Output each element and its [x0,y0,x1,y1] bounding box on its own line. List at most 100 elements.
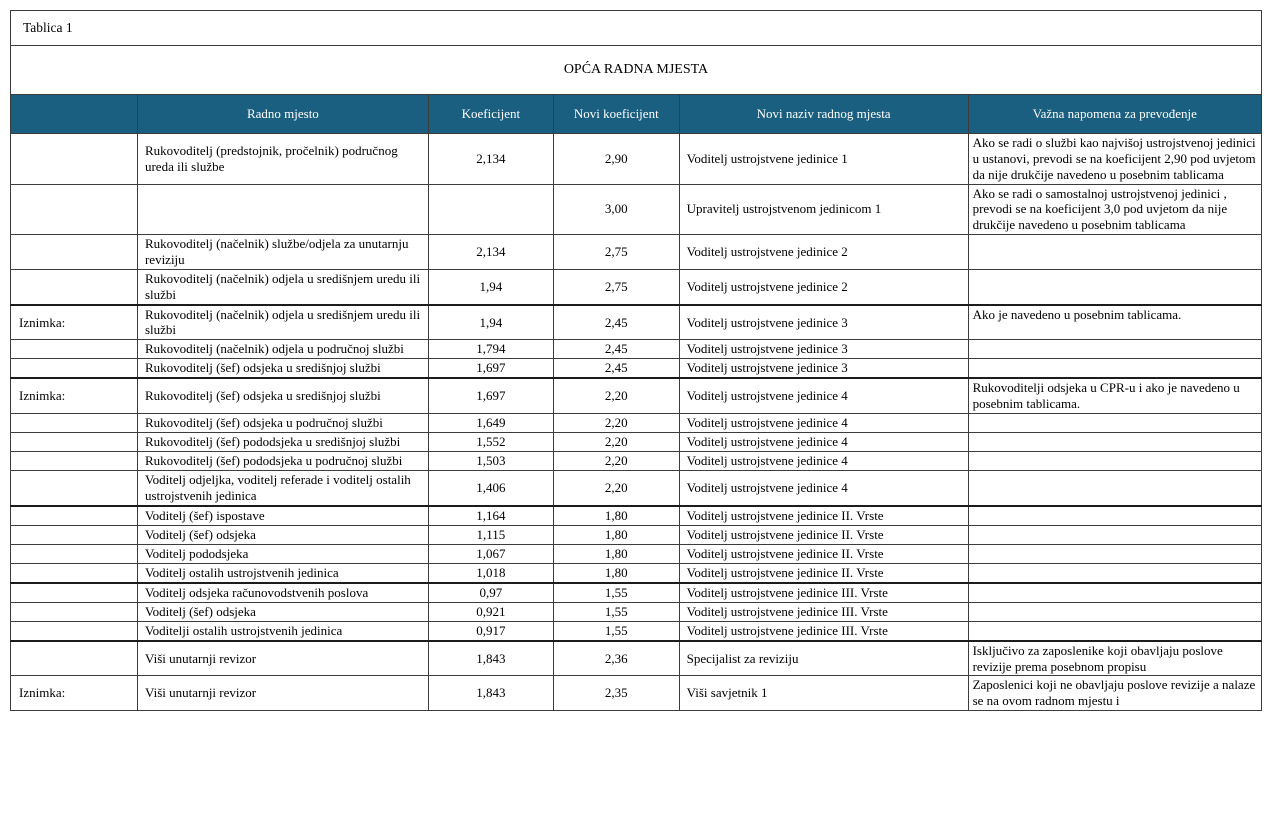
table-caption-row: OPĆA RADNA MJESTA [10,45,1262,95]
column-header-koeficijent: Koeficijent [427,94,554,134]
table-row: Viši unutarnji revizor 1,843 2,36 Specijali… [10,639,1263,677]
cell-new-coef: 1,80 [552,562,680,584]
cell-exception [10,339,138,360]
cell-job: Voditelj pododsjeka [136,543,429,564]
table-label-row: Tablica 1 [10,10,1262,46]
cell-job: Rukovoditelj (šef) pododsjeka u središnj… [136,432,429,453]
cell-job: Voditelj (šef) ispostave [136,504,429,526]
column-header-radno-mjesto: Radno mjesto [136,94,429,134]
cell-exception [10,451,138,472]
cell-coef: 1,94 [427,268,554,306]
table-row: Rukovoditelj (šef) pododsjeka u središnj… [10,432,1263,453]
opca-radna-mjesta-table: Tablica 1 OPĆA RADNA MJESTA Radno mjesto… [10,10,1263,712]
table-title: OPĆA RADNA MJESTA [10,45,1262,95]
cell-new-title: Voditelj ustrojstvene jedinice III. Vrst… [678,620,969,642]
cell-job: Rukovoditelj (šef) odsjeka u središnjoj … [136,358,429,379]
cell-coef: 1,94 [427,303,554,341]
cell-exception [10,470,138,507]
cell-new-title: Voditelj ustrojstvene jedinice II. Vrste [678,524,969,545]
table-row: Iznimka: Viši unutarnji revizor 1,843 2,35 V… [10,675,1263,712]
table-header-row: Radno mjesto Koeficijent Novi koeficijen… [10,94,1263,134]
cell-coef: 2,134 [427,133,554,185]
cell-new-coef: 2,45 [552,339,680,360]
cell-coef: 1,115 [427,524,554,545]
cell-note [967,524,1263,545]
cell-coef: 0,921 [427,601,554,622]
cell-new-title: Voditelj ustrojstvene jedinice 4 [678,470,969,507]
cell-note: Isključivo za zaposlenike koji obavljaju… [967,639,1263,677]
cell-note [967,562,1263,584]
cell-note [967,339,1263,360]
cell-job: Rukovoditelj (načelnik) odjela u središn… [136,268,429,306]
table-row: Voditelj pododsjeka 1,067 1,80 Voditelj ust… [10,543,1263,564]
cell-note [967,268,1263,306]
cell-job: Voditelji ostalih ustrojstvenih jedinica [136,620,429,642]
cell-new-title: Voditelj ustrojstvene jedinice 4 [678,432,969,453]
table-row: 3,00 Upravitelj ustrojstvenom jedinicom 1… [10,183,1263,236]
cell-coef: 1,843 [427,675,554,712]
table-row: Rukovoditelj (šef) pododsjeka u područno… [10,451,1263,472]
cell-job: Voditelj (šef) odsjeka [136,601,429,622]
cell-new-coef: 2,75 [552,268,680,306]
cell-new-coef: 2,20 [552,413,680,434]
cell-note: Ako se radi o samostalnoj ustrojstvenoj … [967,183,1263,236]
cell-job: Voditelj (šef) odsjeka [136,524,429,545]
cell-note [967,504,1263,526]
table-row: Iznimka: Rukovoditelj (načelnik) odjela u… [10,303,1263,341]
cell-coef: 1,794 [427,339,554,360]
cell-exception [10,358,138,379]
cell-new-title: Voditelj ustrojstvene jedinice II. Vrste [678,543,969,564]
cell-coef: 1,018 [427,562,554,584]
table-row: Voditelj (šef) odsjeka 1,115 1,80 Voditelj … [10,524,1263,545]
cell-coef: 0,97 [427,581,554,603]
table-row: Voditelj odjeljka, voditelj referade i v… [10,470,1263,507]
cell-new-coef: 2,35 [552,675,680,712]
cell-new-coef: 2,20 [552,377,680,415]
cell-job: Rukovoditelj (šef) odsjeka u područnoj s… [136,413,429,434]
cell-exception [10,601,138,622]
cell-new-title: Voditelj ustrojstvene jedinice 2 [678,234,969,270]
cell-new-title: Voditelj ustrojstvene jedinice 4 [678,413,969,434]
cell-coef: 1,649 [427,413,554,434]
cell-new-coef: 2,36 [552,639,680,677]
cell-exception [10,620,138,642]
cell-job: Rukovoditelj (šef) odsjeka u središnjoj … [136,377,429,415]
cell-job: Voditelj odjeljka, voditelj referade i v… [136,470,429,507]
cell-note [967,413,1263,434]
cell-coef: 1,697 [427,377,554,415]
cell-new-title: Voditelj ustrojstvene jedinice 1 [678,133,969,185]
cell-new-coef: 1,55 [552,620,680,642]
column-header-blank [10,94,138,134]
cell-new-title: Voditelj ustrojstvene jedinice 3 [678,303,969,341]
cell-coef: 1,697 [427,358,554,379]
cell-coef: 0,917 [427,620,554,642]
cell-job [136,183,429,236]
cell-note [967,470,1263,507]
cell-exception [10,432,138,453]
cell-job: Voditelj ostalih ustrojstvenih jedinica [136,562,429,584]
cell-coef [427,183,554,236]
cell-job: Viši unutarnji revizor [136,639,429,677]
cell-new-title: Voditelj ustrojstvene jedinice II. Vrste [678,562,969,584]
table-row: Voditelj ostalih ustrojstvenih jedinica 1… [10,562,1263,584]
cell-new-title: Voditelj ustrojstvene jedinice II. Vrste [678,504,969,526]
cell-new-coef: 1,55 [552,601,680,622]
cell-exception [10,524,138,545]
table-label: Tablica 1 [10,10,1262,46]
cell-new-title: Voditelj ustrojstvene jedinice 3 [678,358,969,379]
cell-new-title: Specijalist za reviziju [678,639,969,677]
table-row: Voditelji ostalih ustrojstvenih jedinica… [10,620,1263,642]
cell-exception [10,639,138,677]
column-header-novi-koeficijent: Novi koeficijent [552,94,680,134]
cell-new-coef: 1,80 [552,524,680,545]
table-row: Rukovoditelj (načelnik) odjela u područn… [10,339,1263,360]
cell-note [967,620,1263,642]
cell-new-coef: 2,75 [552,234,680,270]
cell-new-title: Voditelj ustrojstvene jedinice 3 [678,339,969,360]
column-header-vazna-napomena: Važna napomena za prevođenje [967,94,1263,134]
cell-new-title: Viši savjetnik 1 [678,675,969,712]
cell-new-coef: 1,80 [552,543,680,564]
cell-new-title: Voditelj ustrojstvene jedinice III. Vrst… [678,581,969,603]
cell-exception [10,504,138,526]
cell-exception [10,234,138,270]
